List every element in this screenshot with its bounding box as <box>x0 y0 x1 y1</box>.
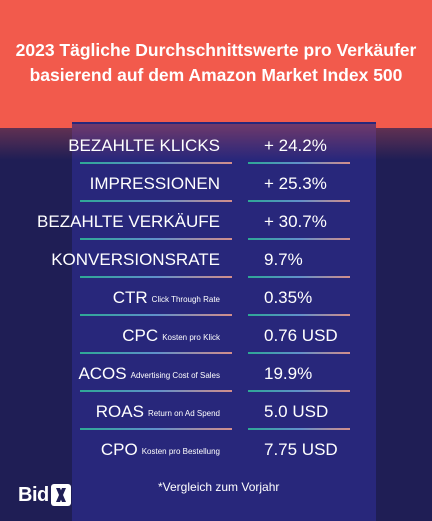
metric-row: CPO Kosten pro Bestellung 7.75 USD <box>0 438 432 468</box>
x-icon <box>50 484 71 506</box>
metric-row: KONVERSIONSRATE 9.7% <box>0 248 432 278</box>
metric-value: 5.0 USD <box>264 402 329 421</box>
metric-value: 0.76 USD <box>264 326 338 345</box>
metric-sublabel: Return on Ad Spend <box>147 409 220 418</box>
title-line-1: 2023 Tägliche Durchschnittswerte pro Ver… <box>15 40 417 60</box>
divider <box>248 390 350 392</box>
metric-label: IMPRESSIONEN <box>89 174 220 193</box>
metric-row: IMPRESSIONEN + 25.3% <box>0 172 432 202</box>
divider <box>80 238 232 240</box>
metric-value: + 30.7% <box>264 212 327 231</box>
header-banner: 2023 Tägliche Durchschnittswerte pro Ver… <box>0 0 432 128</box>
title-line-2: basierend auf dem Amazon Market Index 50… <box>29 65 403 85</box>
logo-text: Bid <box>18 483 49 506</box>
metric-value: + 24.2% <box>264 136 327 155</box>
metric-sublabel: Click Through Rate <box>151 295 220 304</box>
metric-label: CPO Kosten pro Bestellung <box>100 440 220 459</box>
divider <box>248 314 350 316</box>
metric-label: ACOS Advertising Cost of Sales <box>78 364 220 383</box>
metric-row: CTR Click Through Rate 0.35% <box>0 286 432 316</box>
page-title: 2023 Tägliche Durchschnittswerte pro Ver… <box>0 38 432 88</box>
divider <box>80 200 232 202</box>
metrics-panel <box>72 122 376 521</box>
divider <box>80 276 232 278</box>
metric-row: BEZAHLTE KLICKS + 24.2% <box>0 134 432 164</box>
bidx-logo: Bid <box>18 483 71 507</box>
divider <box>248 428 350 430</box>
metric-value: 19.9% <box>264 364 313 383</box>
divider <box>248 200 350 202</box>
header-fade <box>0 124 432 160</box>
metric-label: ROAS Return on Ad Spend <box>95 402 220 421</box>
metric-label: BEZAHLTE KLICKS <box>68 136 220 155</box>
metric-row: ROAS Return on Ad Spend 5.0 USD <box>0 400 432 430</box>
divider <box>248 352 350 354</box>
divider <box>248 162 350 164</box>
divider <box>80 162 232 164</box>
metric-label: CPC Kosten pro Klick <box>122 326 220 345</box>
divider <box>80 428 232 430</box>
metric-sublabel: Kosten pro Klick <box>162 333 220 342</box>
metric-label: CTR Click Through Rate <box>112 288 220 307</box>
footnote: *Vergleich zum Vorjahr <box>158 480 280 494</box>
metric-row: BEZAHLTE VERKÄUFE + 30.7% <box>0 210 432 240</box>
metric-value: 9.7% <box>264 250 303 269</box>
metric-sublabel: Kosten pro Bestellung <box>141 447 220 456</box>
metric-sublabel: Advertising Cost of Sales <box>130 371 220 380</box>
metric-label: BEZAHLTE VERKÄUFE <box>37 212 220 231</box>
metric-row: CPC Kosten pro Klick 0.76 USD <box>0 324 432 354</box>
divider <box>248 238 350 240</box>
metric-row: ACOS Advertising Cost of Sales 19.9% <box>0 362 432 392</box>
divider <box>80 390 232 392</box>
divider <box>80 314 232 316</box>
metric-value: 7.75 USD <box>264 440 338 459</box>
metric-value: + 25.3% <box>264 174 327 193</box>
divider <box>80 352 232 354</box>
divider <box>248 276 350 278</box>
metric-label: KONVERSIONSRATE <box>51 250 220 269</box>
metric-value: 0.35% <box>264 288 313 307</box>
